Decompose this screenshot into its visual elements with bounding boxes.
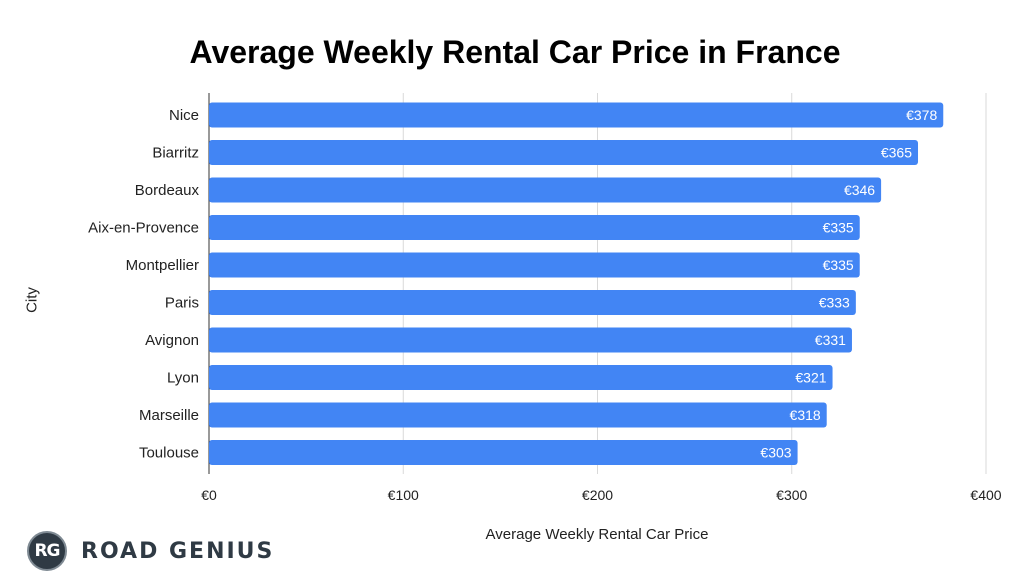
bar [209,252,860,278]
y-tick-label: Biarritz [152,145,199,162]
x-tick-label: €0 [201,487,217,503]
bar [209,365,833,390]
bar [209,215,860,240]
y-tick-label: Montpellier [126,257,199,274]
y-tick-label: Aix-en-Provence [88,220,199,237]
chart-title: Average Weekly Rental Car Price in Franc… [189,34,841,70]
bar [209,440,798,465]
data-label: €378 [906,107,937,123]
y-tick-label: Paris [165,295,199,312]
data-label: €365 [881,145,912,161]
y-tick-label: Nice [169,107,199,124]
bar [209,290,856,315]
data-label: €335 [823,220,854,236]
y-tick-label: Toulouse [139,445,199,462]
x-tick-label: €200 [582,487,613,503]
data-label: €335 [823,257,854,273]
x-tick-label: €400 [970,487,1001,503]
y-axis-label: City [23,287,41,313]
y-tick-label: Bordeaux [135,182,200,199]
data-label: €318 [790,407,821,423]
y-tick-label: Lyon [167,370,199,387]
y-tick-label: Marseille [139,407,199,424]
logo-badge-icon: RG [27,531,67,571]
bar [209,140,919,165]
data-label: €333 [819,295,850,311]
logo-text: ROAD GENIUS [81,538,275,564]
bar [209,177,882,203]
y-tick-label: Avignon [145,332,199,349]
road-genius-logo: RG ROAD GENIUS [27,530,274,572]
data-label: €346 [844,182,875,198]
x-tick-label: €300 [776,487,807,503]
bar [209,102,944,128]
data-label: €321 [795,370,826,386]
bar [209,402,827,428]
data-label: €331 [815,332,846,348]
bar [209,327,852,353]
x-tick-label: €100 [388,487,419,503]
data-label: €303 [760,445,791,461]
x-axis-label: Average Weekly Rental Car Price [485,526,709,543]
